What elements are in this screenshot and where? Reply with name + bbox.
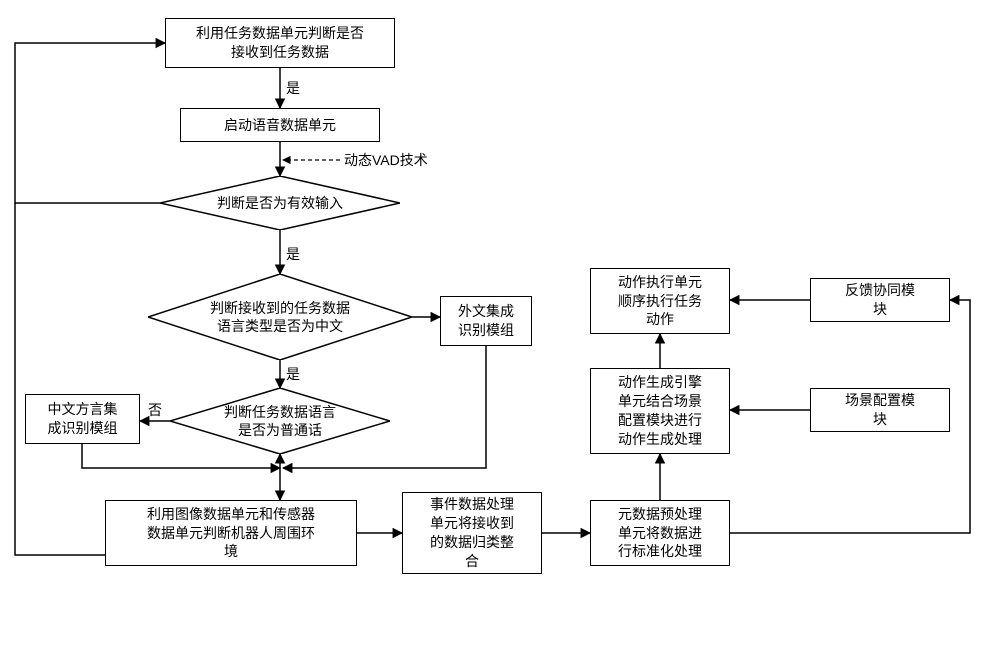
node-label: 判断任务数据语言是否为普通话 [224,403,336,439]
node-label: 判断是否为有效输入 [217,194,343,212]
node-task-check: 利用任务数据单元判断是否接收到任务数据 [165,18,395,68]
node-label: 事件数据处理单元将接收到的数据归类整合 [430,495,514,571]
edge-label-yes-3: 是 [286,364,300,384]
node-action-gen: 动作生成引擎单元结合场景配置模块进行动作生成处理 [590,368,730,454]
node-scene-config-module: 场景配置模块 [810,388,950,432]
node-metadata-preproc: 元数据预处理单元将数据进行标准化处理 [590,500,730,566]
node-label: 利用任务数据单元判断是否接收到任务数据 [196,24,364,62]
node-label: 动作执行单元顺序执行任务动作 [618,273,702,330]
decision-is-chinese: 判断接收到的任务数据语言类型是否为中文 [148,274,412,360]
edge-label-no: 否 [148,400,162,420]
node-label: 判断接收到的任务数据语言类型是否为中文 [210,299,350,335]
flowchart-canvas: 利用任务数据单元判断是否接收到任务数据 启动语音数据单元 判断是否为有效输入 判… [0,0,1000,666]
node-dialect-recog: 中文方言集成识别模组 [25,394,140,444]
edge-label-text: 动态VAD技术 [344,152,428,168]
node-label: 中文方言集成识别模组 [48,400,118,438]
node-event-process: 事件数据处理单元将接收到的数据归类整合 [402,492,542,574]
node-start-voice: 启动语音数据单元 [180,108,380,142]
node-label: 元数据预处理单元将数据进行标准化处理 [618,505,702,562]
node-label: 反馈协同模块 [845,281,915,319]
edge-label-yes-2: 是 [286,244,300,264]
node-label: 动作生成引擎单元结合场景配置模块进行动作生成处理 [618,373,702,449]
decision-valid-input: 判断是否为有效输入 [160,176,400,230]
label-vad: 动态VAD技术 [344,150,428,170]
node-label: 场景配置模块 [845,391,915,429]
node-label: 启动语音数据单元 [224,116,336,135]
node-feedback-module: 反馈协同模块 [810,278,950,322]
edge-label-yes-1: 是 [286,78,300,98]
node-label: 利用图像数据单元和传感器数据单元判断机器人周围环境 [147,505,315,562]
node-image-sensor-env: 利用图像数据单元和传感器数据单元判断机器人周围环境 [105,500,357,566]
node-action-exec: 动作执行单元顺序执行任务动作 [590,268,730,334]
node-foreign-recog: 外文集成识别模组 [440,296,532,346]
decision-is-mandarin: 判断任务数据语言是否为普通话 [170,388,390,454]
node-label: 外文集成识别模组 [458,302,514,340]
